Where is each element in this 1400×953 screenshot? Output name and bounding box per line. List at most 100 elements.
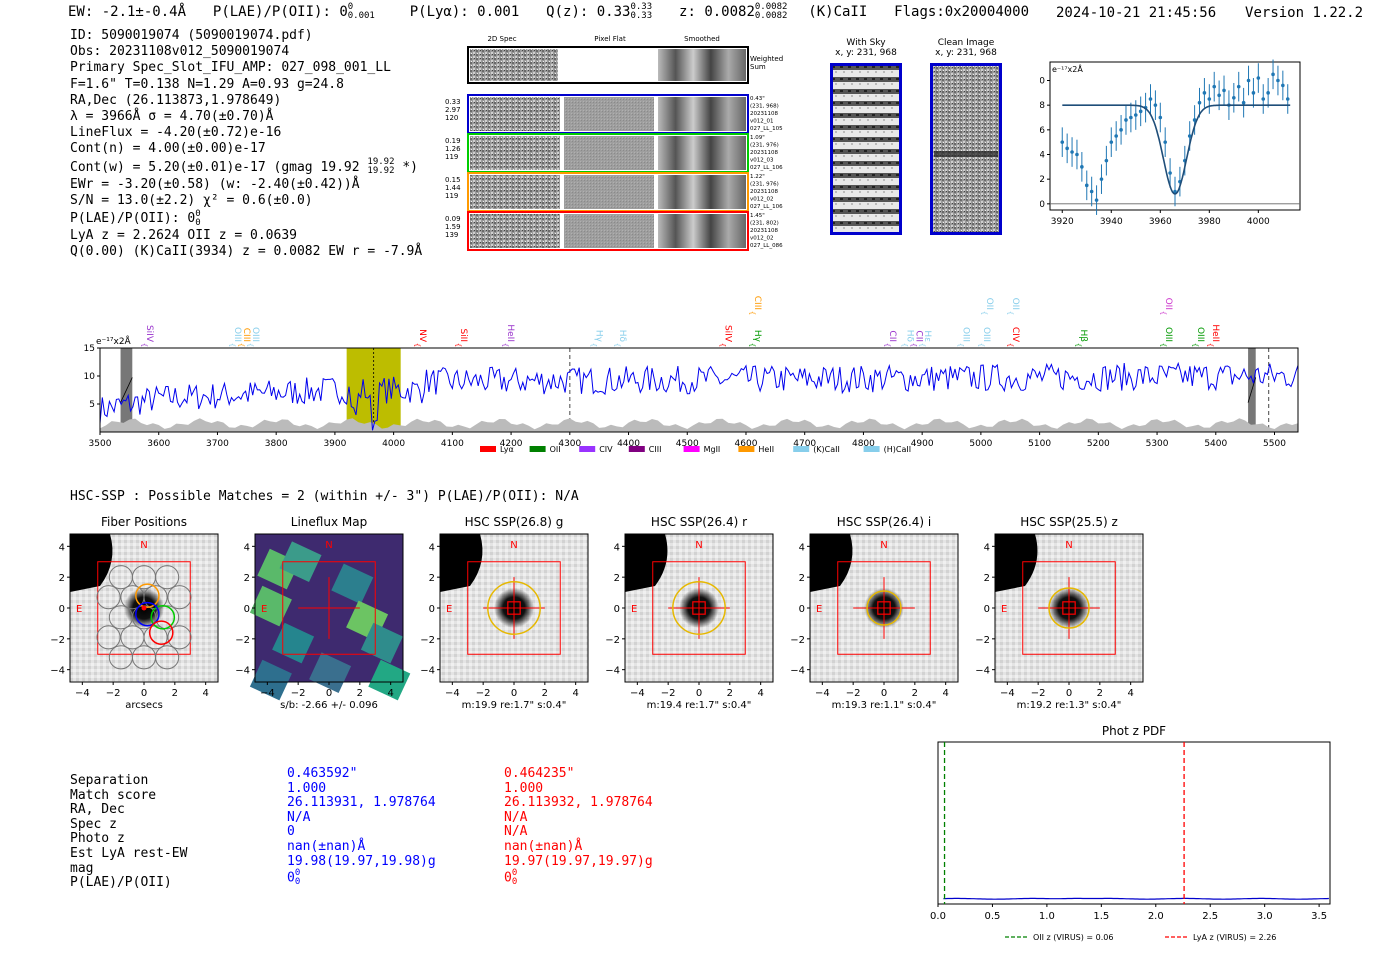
hsc-ytick-label: 4 (984, 542, 990, 553)
legend-label: CIII (649, 445, 662, 454)
hsc-bright-neighbor (995, 534, 1038, 592)
info-params: F=1.6" T=0.138 N=1.29 A=0.93 g=24.8 (70, 76, 344, 92)
hsc-xtick-label: 4 (942, 688, 948, 699)
linefit-point (1261, 97, 1266, 101)
emission-line-label: CIII (752, 296, 762, 310)
emission-line-bracket: { (1006, 311, 1014, 315)
header-z-sub: 0.0082 (754, 11, 788, 21)
with-sky-title: With Sky x, y: 231, 968 (835, 38, 897, 58)
info-ewr: EWr = -3.20(±0.58) (w: -2.40(±0.42))Å (70, 176, 360, 192)
hsc-ytick-label: 2 (799, 573, 805, 584)
match-value: N/A (504, 824, 528, 840)
hsc-panel-title: HSC SSP(26.4) i (837, 515, 932, 529)
linefit-xtick-label: 3940 (1100, 217, 1123, 227)
hsc-panel: Fiber Positions N E 4 2 0 −2 −4 −4 −2 0 2 4 arcsecs (50, 515, 219, 711)
linefit-point (1173, 189, 1177, 194)
legend-swatch (863, 446, 880, 452)
emission-line-label: Hβ (1078, 329, 1088, 342)
photz-xtick-label: 3.5 (1311, 911, 1327, 922)
match-value: 19.97(19.97,19.97)g (504, 853, 653, 869)
linefit-xtick-label: 3960 (1149, 217, 1172, 227)
match-value: 1.000 (504, 780, 544, 796)
hsc-panel-title: Fiber Positions (101, 515, 187, 529)
hsc-ytick-label: 4 (614, 542, 620, 553)
lineflux-map-blob (368, 659, 411, 701)
detection-info: ID: 5090019074 (5090019074.pdf) Obs: 202… (70, 28, 422, 260)
hsc-panel: HSC SSP(26.4) i N E 4 2 0 −2 −4 −4 −2 0 2 4 m:19.3 re… (790, 515, 959, 711)
hsc-ytick-label: 4 (429, 542, 435, 553)
photz-pdf-chart: Phot z PDF 0.0 0.5 1.0 1.5 2.0 2.5 3.0 3.5 OII z … (930, 724, 1331, 942)
linefit-point (1133, 113, 1138, 117)
info-contn: Cont(n) = 4.00(±0.00)e-17 (70, 141, 266, 157)
hsc-panel: Lineflux Map N E 4 2 0 −2 −4 −4 −2 0 2 4 s/b: -2.66 +… (235, 515, 411, 711)
info-radec: RA,Dec (26.113873,1.978649) (70, 92, 282, 108)
hsc-east-label: E (446, 604, 452, 615)
emission-line-bracket: { (228, 343, 236, 347)
emission-line-bracket: { (1074, 343, 1082, 347)
hsc-ytick-label: −4 (50, 666, 65, 677)
clean-image-title: Clean Image x, y: 231, 968 (935, 38, 997, 58)
legend-swatch (529, 446, 546, 452)
hsc-panel-title: HSC SSP(26.8) g (465, 515, 564, 529)
spectrum-xtick-label: 4600 (735, 439, 758, 449)
col-title-2dspec: 2D Spec (487, 35, 516, 43)
linefit-point (1094, 198, 1099, 202)
clean-image (930, 63, 1002, 235)
emission-line-label: OIII (960, 327, 970, 342)
linefit-point (1256, 76, 1261, 80)
emission-line-bracket: { (977, 343, 985, 347)
emission-line-label: CIV (1010, 327, 1020, 343)
cutout-right-value: 20231108 (750, 150, 778, 156)
spectrum-xtick-label: 4000 (382, 439, 405, 449)
emission-line-label: NV (417, 329, 427, 343)
legend-swatch (480, 446, 496, 452)
hsc-ytick-label: −4 (605, 666, 620, 677)
cutout-2dspec (470, 97, 560, 131)
cutout-right-value: 1.45" (750, 213, 765, 219)
hsc-panel-title: Lineflux Map (291, 515, 367, 529)
emission-line-label: OIII (1195, 327, 1205, 342)
photz-title: Phot z PDF (1102, 724, 1166, 738)
match-red-values: 0.464235" 1.000 26.113932, 1.978764 N/A N/A n… (504, 766, 653, 887)
hsc-panels: Fiber Positions N E 4 2 0 −2 −4 −4 −2 0 2 4 arcsecs Li… (50, 515, 1144, 711)
hsc-ytick-label: 0 (984, 604, 990, 615)
hsc-panel-title: HSC SSP(26.4) r (651, 515, 747, 529)
cutout-right-value: (231, 976) (750, 143, 779, 149)
linefit-point (1236, 84, 1241, 89)
linefit-point (1089, 189, 1094, 194)
hsc-ytick-label: 0 (429, 604, 435, 615)
cutout-right-value: v012_03 (750, 158, 774, 164)
emission-line-label: SiIV (722, 325, 732, 343)
hsc-north-label: N (1065, 540, 1072, 551)
photz-xtick-label: 1.5 (1093, 911, 1109, 922)
hsc-panel-caption: m:19.3 re:1.1" s:0.4" (832, 700, 937, 711)
hsc-xtick-label: 4 (387, 688, 393, 699)
photz-xtick-label: 2.5 (1202, 911, 1218, 922)
legend-label: (H)CaII (884, 445, 911, 454)
hsc-aperture (866, 590, 902, 626)
linefit-point (1060, 140, 1065, 144)
emission-line-label: Hγ (593, 330, 603, 343)
legend-swatch (793, 446, 810, 452)
emission-line-label: Hε (922, 330, 932, 342)
line-fit-chart: e⁻¹⁷x2Å 0 2 4 6 8 10 3920 3940 3960 3980 4000 (1040, 59, 1301, 227)
linefit-point (1138, 109, 1143, 114)
hsc-xtick-label: 4 (757, 688, 763, 699)
linefit-point (1099, 177, 1104, 181)
linefit-xtick-label: 3920 (1051, 217, 1074, 227)
emission-line-label: OIII (250, 327, 260, 342)
emission-line-label: Hδ (617, 330, 627, 343)
cutout-pixelflat (564, 175, 654, 209)
match-value: N/A (504, 809, 528, 825)
header-ew: EW: -2.1±-0.4Å (68, 4, 187, 20)
info-sn: S/N = 13.0(±2.2) χ² = 0.6(±0.0) (70, 192, 313, 208)
header-bar: EW: -2.1±-0.4Å P(LAE)/P(OII): 0 0 0.001 P(… (68, 3, 1029, 21)
hsc-search-box (652, 561, 746, 655)
emission-line-bracket: { (748, 343, 756, 347)
emission-line-label: HeII (1210, 324, 1220, 342)
lineflux-map-blob (360, 622, 403, 664)
match-value: 26.113932, 1.978764 (504, 795, 653, 811)
linefit-xtick-label: 3980 (1198, 217, 1221, 227)
hsc-xtick-label: 0 (141, 688, 147, 699)
info-id: ID: 5090019074 (5090019074.pdf) (70, 28, 313, 43)
